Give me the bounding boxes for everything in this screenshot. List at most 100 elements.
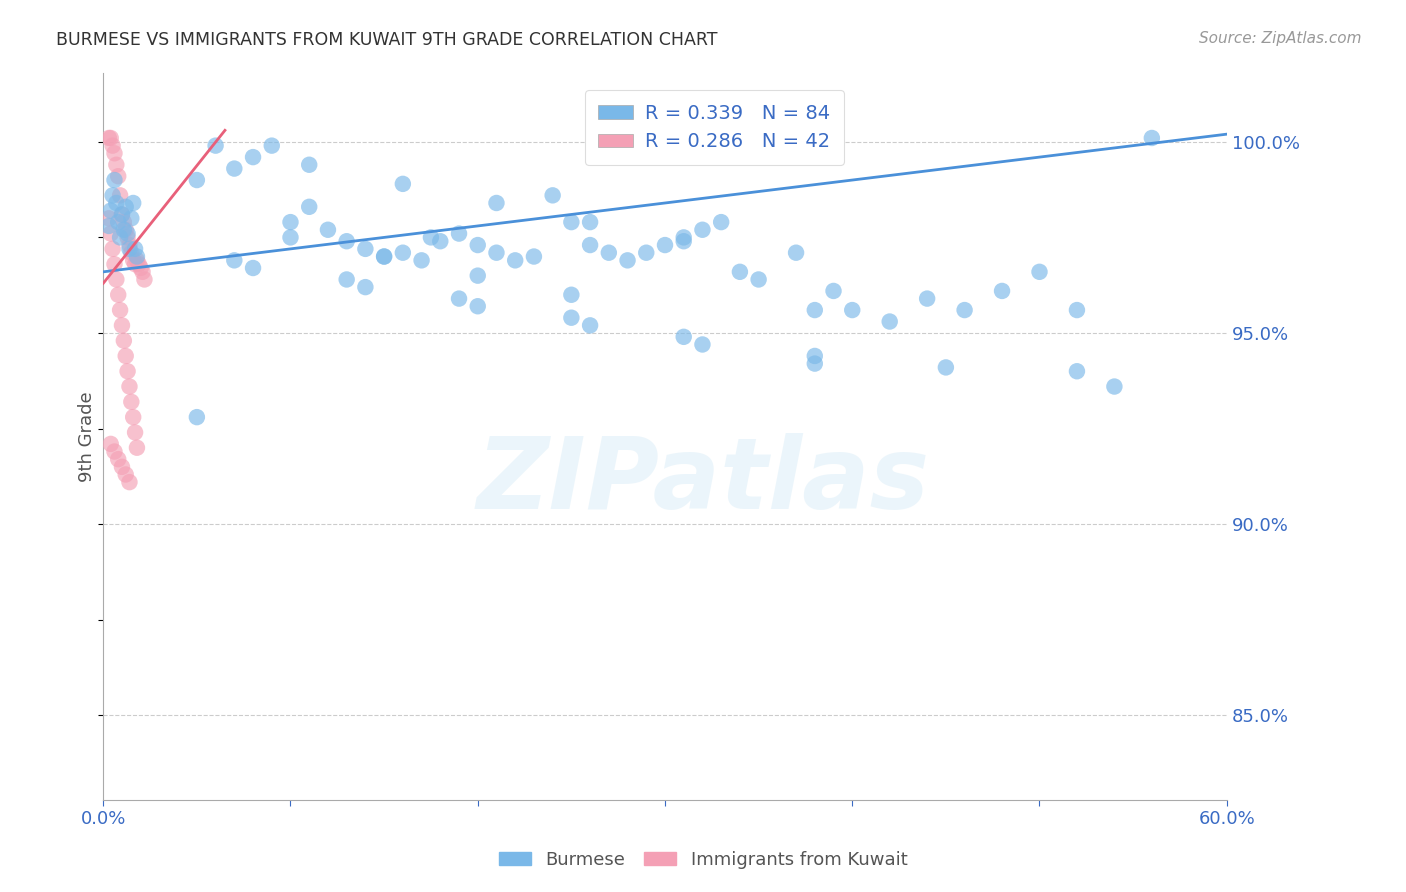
Point xyxy=(467,299,489,313)
Point xyxy=(107,215,129,229)
Point xyxy=(523,250,546,264)
Point xyxy=(392,245,415,260)
Point xyxy=(503,253,526,268)
Point xyxy=(316,223,339,237)
Point xyxy=(108,230,131,244)
Point xyxy=(131,265,153,279)
Point xyxy=(122,253,145,268)
Point xyxy=(107,452,129,467)
Point xyxy=(101,138,124,153)
Point xyxy=(616,253,638,268)
Point xyxy=(336,272,359,286)
Point xyxy=(1028,265,1050,279)
Point xyxy=(879,314,901,328)
Point xyxy=(242,260,264,275)
Point xyxy=(654,238,676,252)
Point xyxy=(1066,364,1088,378)
Point xyxy=(748,272,770,286)
Point xyxy=(105,196,128,211)
Point xyxy=(467,268,489,283)
Point xyxy=(224,253,246,268)
Point xyxy=(467,238,489,252)
Point xyxy=(118,242,141,256)
Point xyxy=(125,253,148,268)
Point xyxy=(108,303,131,318)
Point xyxy=(785,245,807,260)
Point xyxy=(112,215,135,229)
Point xyxy=(429,234,451,248)
Point xyxy=(101,242,124,256)
Point xyxy=(103,173,125,187)
Legend: Burmese, Immigrants from Kuwait: Burmese, Immigrants from Kuwait xyxy=(492,844,914,876)
Point xyxy=(97,219,120,233)
Point xyxy=(672,234,695,248)
Point xyxy=(579,238,602,252)
Point xyxy=(118,475,141,490)
Legend: R = 0.339   N = 84, R = 0.286   N = 42: R = 0.339 N = 84, R = 0.286 N = 42 xyxy=(585,90,844,165)
Point xyxy=(560,287,582,301)
Point xyxy=(672,330,695,344)
Point xyxy=(124,242,146,256)
Point xyxy=(97,131,120,145)
Point xyxy=(392,177,415,191)
Point xyxy=(117,364,139,378)
Point xyxy=(354,242,377,256)
Point xyxy=(672,230,695,244)
Y-axis label: 9th Grade: 9th Grade xyxy=(79,391,96,482)
Point xyxy=(117,227,139,241)
Point xyxy=(710,215,733,229)
Point xyxy=(103,444,125,458)
Point xyxy=(105,272,128,286)
Point xyxy=(953,303,976,318)
Point xyxy=(125,250,148,264)
Point xyxy=(111,459,134,474)
Point xyxy=(541,188,564,202)
Point xyxy=(579,215,602,229)
Point xyxy=(114,467,136,482)
Point xyxy=(111,318,134,333)
Point xyxy=(692,337,714,351)
Point xyxy=(118,379,141,393)
Point xyxy=(103,257,125,271)
Point xyxy=(560,215,582,229)
Point xyxy=(579,318,602,333)
Point xyxy=(242,150,264,164)
Point xyxy=(485,196,508,211)
Point xyxy=(186,173,208,187)
Point xyxy=(411,253,433,268)
Point xyxy=(101,188,124,202)
Point xyxy=(447,292,470,306)
Point xyxy=(120,245,142,260)
Point xyxy=(260,138,283,153)
Point xyxy=(111,207,134,221)
Point xyxy=(804,357,827,371)
Point xyxy=(128,257,150,271)
Point xyxy=(485,245,508,260)
Text: BURMESE VS IMMIGRANTS FROM KUWAIT 9TH GRADE CORRELATION CHART: BURMESE VS IMMIGRANTS FROM KUWAIT 9TH GR… xyxy=(56,31,717,49)
Point xyxy=(134,272,156,286)
Point xyxy=(112,334,135,348)
Point xyxy=(224,161,246,176)
Point xyxy=(118,238,141,252)
Point xyxy=(100,437,122,451)
Point xyxy=(107,287,129,301)
Point xyxy=(354,280,377,294)
Point xyxy=(692,223,714,237)
Point xyxy=(1066,303,1088,318)
Text: ZIPatlas: ZIPatlas xyxy=(477,434,929,530)
Point xyxy=(728,265,751,279)
Point xyxy=(114,200,136,214)
Point xyxy=(97,211,120,226)
Point xyxy=(100,203,122,218)
Point xyxy=(111,207,134,221)
Point xyxy=(823,284,845,298)
Point xyxy=(280,230,302,244)
Point xyxy=(100,227,122,241)
Point xyxy=(105,158,128,172)
Point xyxy=(204,138,226,153)
Point xyxy=(447,227,470,241)
Point xyxy=(336,234,359,248)
Point xyxy=(841,303,863,318)
Point xyxy=(112,223,135,237)
Point xyxy=(120,211,142,226)
